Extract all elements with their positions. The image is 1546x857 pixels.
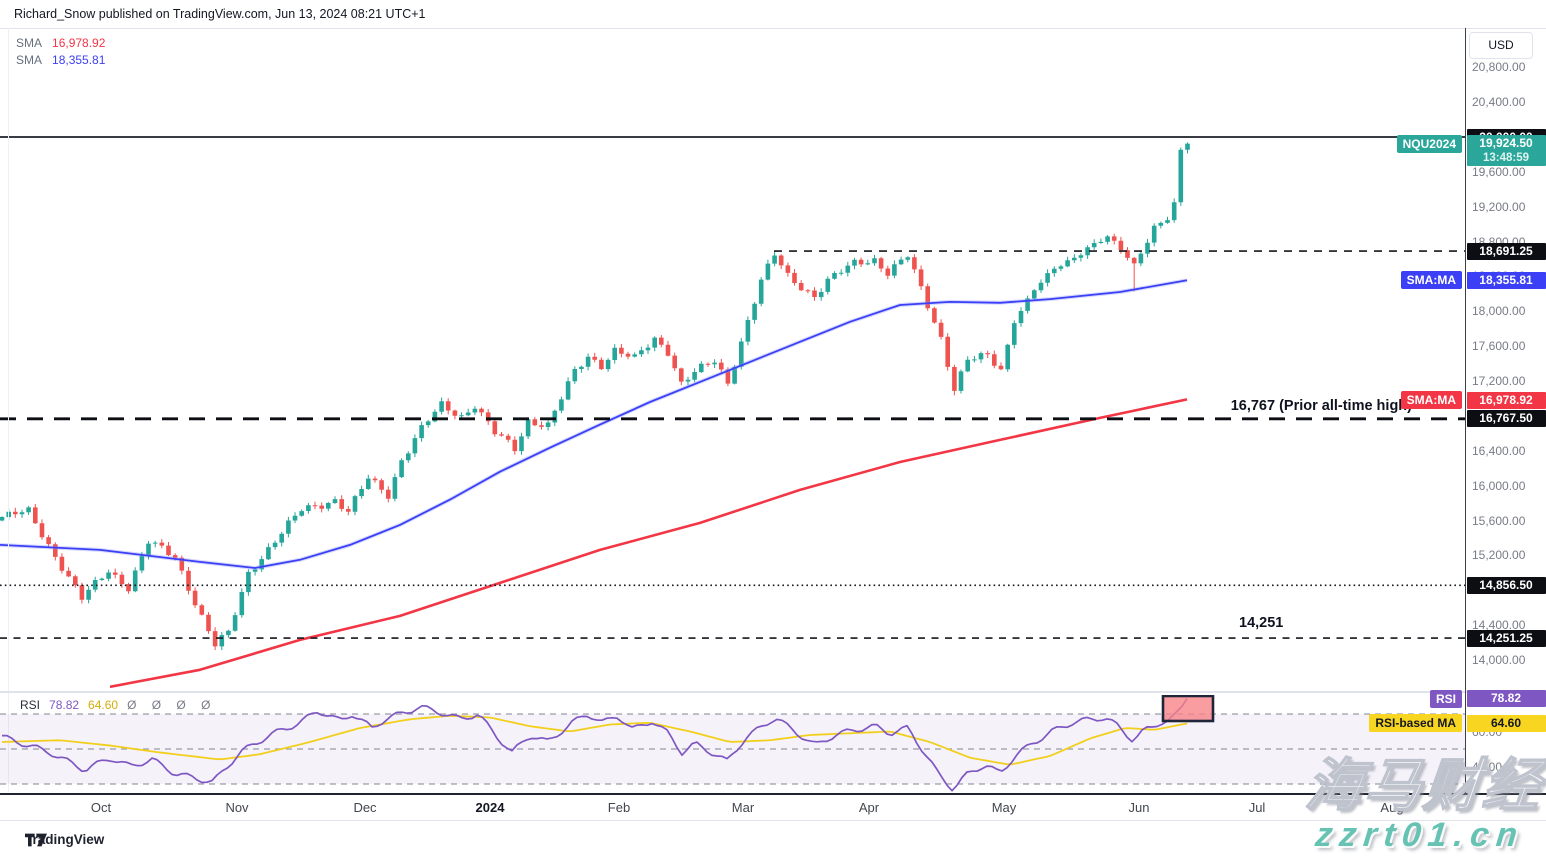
time-axis-label: Mar (731, 800, 755, 815)
price-tick-label: 19,200.00 (1472, 199, 1526, 214)
price-level-label: 14,856.50 (1466, 576, 1546, 594)
sma-slow-label: SMA (16, 36, 43, 50)
rsi-axis-badge: RSI (1429, 689, 1462, 708)
tradingview-logo[interactable]: TradingView (25, 832, 104, 847)
sma-fast-value: 18,355.81 (52, 53, 106, 67)
price-tick-label: 17,200.00 (1472, 374, 1526, 389)
rsi-hidden-values: Ø Ø Ø Ø (127, 698, 217, 712)
publish-attribution: Richard_Snow published on TradingView.co… (14, 7, 426, 21)
sma-fast-label: SMA (16, 53, 43, 67)
tradingview-logo-icon (25, 833, 47, 846)
pane-left-edge (8, 28, 9, 792)
price-level-label: 14,251.25 (1466, 629, 1546, 647)
price-level-label: 16,767.50 (1466, 410, 1546, 428)
support-level-annotation[interactable]: 14,251 (1239, 615, 1284, 631)
prior-ath-annotation[interactable]: 16,767 (Prior all-time high) (1230, 398, 1412, 414)
rsi-tick-label: 40.00 (1472, 759, 1503, 774)
price-tick-label: 19,600.00 (1472, 164, 1526, 179)
price-tick-label: 20,800.00 (1472, 60, 1526, 75)
time-axis-label: Nov (225, 800, 249, 815)
time-axis-label: Feb (607, 800, 631, 815)
indicator-legend: SMA 16,978.92 SMA 18,355.81 (16, 35, 105, 69)
sma-fast-legend-row: SMA 18,355.81 (16, 52, 105, 69)
sma-slow-legend-row: SMA 16,978.92 (16, 35, 105, 52)
price-level-label: 18,691.25 (1466, 242, 1546, 260)
pane-top-border (0, 28, 1546, 29)
last-price-value: 19,924.50 (1479, 135, 1533, 150)
price-tick-label: 16,000.00 (1472, 478, 1526, 493)
sma-slow-value: 16,978.92 (52, 36, 106, 50)
rsi-value-label: 78.82 (1466, 690, 1546, 708)
time-axis-label: May (991, 800, 1017, 815)
price-tick-label: 20,400.00 (1472, 95, 1526, 110)
rsi-value: 78.82 (49, 698, 80, 712)
last-price-label: 19,924.50 13:48:59 (1466, 134, 1546, 166)
time-axis-label: Dec (353, 800, 377, 815)
last-price-time: 13:48:59 (1482, 151, 1530, 164)
rsi-value-label: 64.60 (1466, 714, 1546, 732)
time-axis-label: Apr (858, 800, 880, 815)
time-axis-label: Jul (1248, 800, 1266, 815)
price-tick-label: 17,600.00 (1472, 339, 1526, 354)
time-axis-label: Aug (1380, 800, 1404, 815)
ma-axis-badge: SMA:MA (1400, 271, 1462, 290)
price-tick-label: 18,000.00 (1472, 304, 1526, 319)
price-axis-border (1465, 28, 1466, 818)
pane-divider[interactable] (0, 691, 1546, 693)
price-tick-label: 14,000.00 (1472, 653, 1526, 667)
time-axis-label: Oct (90, 800, 112, 815)
time-axis-label: 2024 (475, 800, 505, 815)
price-tick-label: 16,400.00 (1472, 443, 1526, 458)
time-axis-label: Jun (1128, 800, 1150, 815)
price-tick-label: 15,600.00 (1472, 513, 1526, 528)
price-tick-label: 15,200.00 (1472, 548, 1526, 563)
rsi-pane-canvas[interactable] (0, 695, 1465, 792)
ma-axis-badge: SMA:MA (1400, 391, 1462, 410)
watermark-url-text: zzrt01.cn (1313, 816, 1526, 854)
rsi-legend: RSI 78.82 64.60 Ø Ø Ø Ø (20, 698, 216, 712)
rsi-axis-badge: RSI-based MA (1369, 714, 1462, 733)
time-axis-scale[interactable]: Oct Nov Dec 2024 Feb Mar Apr May Jun Jul Aug (0, 793, 1546, 821)
rsi-ma-value: 64.60 (88, 698, 119, 712)
price-chart-canvas[interactable] (0, 28, 1465, 690)
price-level-label: 18,355.81 (1466, 271, 1546, 289)
price-level-label: 16,978.92 (1466, 391, 1546, 409)
currency-toggle-button[interactable]: USD (1469, 32, 1533, 59)
symbol-axis-badge: NQU2024 (1396, 134, 1462, 153)
rsi-highlight-box[interactable] (1161, 695, 1215, 723)
price-tick-label: 14,400.00 (1472, 618, 1526, 633)
rsi-label: RSI (20, 698, 41, 712)
